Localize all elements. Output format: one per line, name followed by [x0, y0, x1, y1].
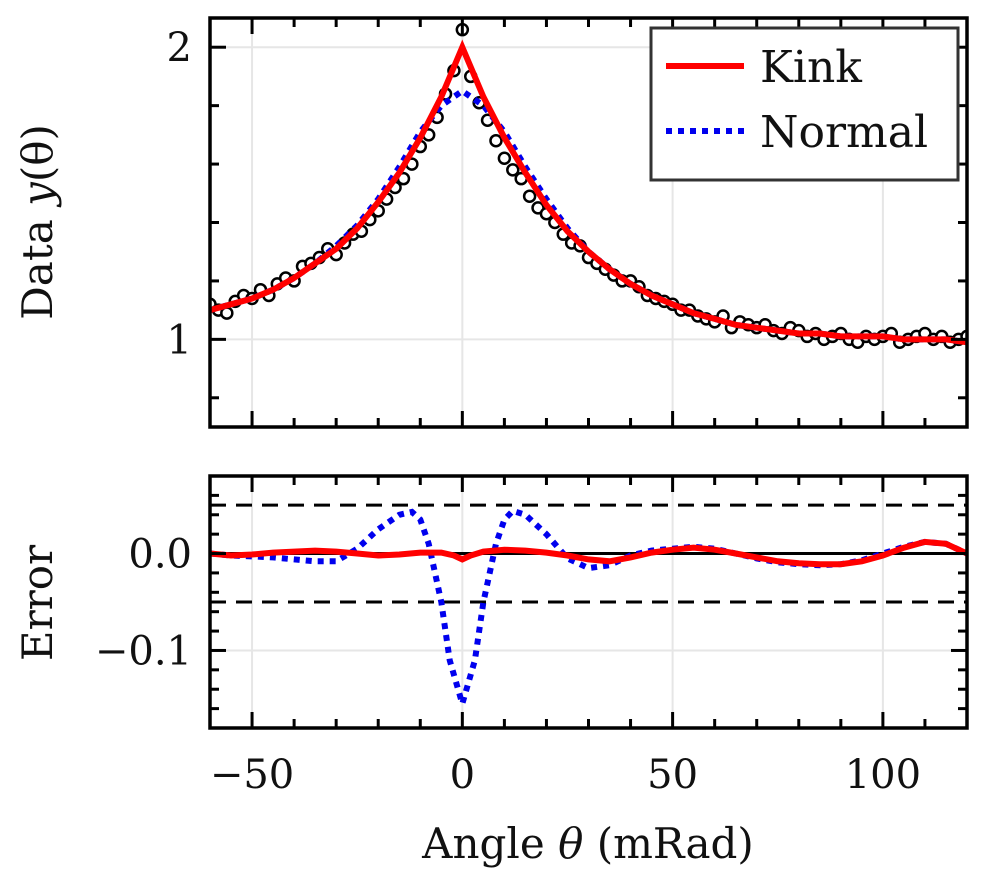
data-point: [497, 151, 512, 165]
bottom-panel: 0.0 −0.1 −50 0 50 100 Error Angle θ (mRad): [13, 474, 969, 868]
top-ytick-label: 2: [167, 25, 192, 71]
top-ylabel: Data y(θ): [13, 124, 62, 320]
data-point: [506, 163, 520, 177]
bottom-xlabel: Angle θ (mRad): [421, 819, 754, 868]
legend-label-normal: Normal: [760, 107, 928, 158]
top-plot-area: [210, 22, 967, 350]
bottom-ytick-label: 0.0: [128, 532, 192, 578]
error-line-kink: [210, 538, 967, 568]
bottom-ytick-label: −0.1: [95, 628, 192, 674]
bottom-ticks: [208, 474, 969, 730]
legend-label-kink: Kink: [760, 42, 862, 93]
bottom-plot-area: [210, 503, 967, 715]
legend: Kink Normal: [649, 26, 960, 182]
top-ytick-label: 1: [167, 317, 192, 363]
top-panel: 12 Data y(θ) Kink Normal: [13, 16, 969, 429]
data-point: [489, 133, 503, 148]
bottom-ytick-labels: 0.0 −0.1: [95, 532, 192, 675]
bottom-xtick-labels: −50 0 50 100: [210, 752, 921, 798]
data-point: [522, 189, 537, 203]
bottom-xtick-label: 0: [450, 752, 475, 798]
top-ticks: [208, 18, 969, 427]
top-ytick-labels: 12: [167, 25, 192, 363]
legend-box: [649, 26, 960, 182]
bottom-xtick-label: 50: [647, 752, 698, 798]
bottom-xtick-label: 100: [845, 752, 921, 798]
series-line-kink: [210, 39, 967, 346]
bottom-ylabel: Error: [13, 544, 62, 661]
bottom-xtick-label: −50: [210, 752, 294, 798]
